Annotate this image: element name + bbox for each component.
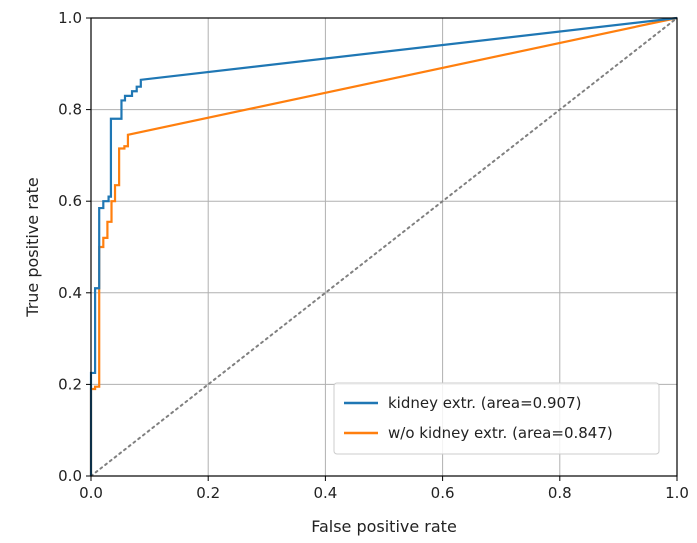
legend-box (333, 382, 660, 455)
chance-diagonal-line (90, 17, 678, 477)
x-axis-ticks: 0.0 0.2 0.4 0.6 0.8 1.0 (79, 476, 689, 502)
x-axis-label: False positive rate (311, 517, 457, 536)
y-tick-label: 0.6 (58, 192, 82, 210)
y-tick-label: 0.4 (58, 284, 82, 302)
y-tick-label: 0.0 (58, 467, 82, 485)
series-line-kidney-extr (89, 16, 678, 476)
x-tick-label: 0.0 (79, 484, 103, 502)
x-tick-label: 0.6 (431, 484, 455, 502)
y-tick-label: 0.2 (58, 375, 82, 393)
legend: kidney extr. (area=0.907) w/o kidney ext… (333, 382, 660, 455)
x-tick-label: 0.8 (548, 484, 572, 502)
y-axis-ticks: 0.0 0.2 0.4 0.6 0.8 1.0 (58, 9, 91, 485)
y-axis-label: True positive rate (23, 177, 42, 317)
y-tick-label: 1.0 (58, 9, 82, 27)
series-line-wo-kidney-extr (89, 16, 678, 476)
y-tick-label: 0.8 (58, 101, 82, 119)
x-tick-label: 1.0 (665, 484, 689, 502)
series-layer (89, 16, 678, 476)
legend-entry-wo-kidney-extr: w/o kidney extr. (area=0.847) (388, 424, 613, 442)
legend-entry-kidney-extr: kidney extr. (area=0.907) (388, 394, 581, 412)
plot-area-frame (90, 17, 678, 477)
x-tick-label: 0.2 (196, 484, 220, 502)
x-tick-label: 0.4 (313, 484, 337, 502)
